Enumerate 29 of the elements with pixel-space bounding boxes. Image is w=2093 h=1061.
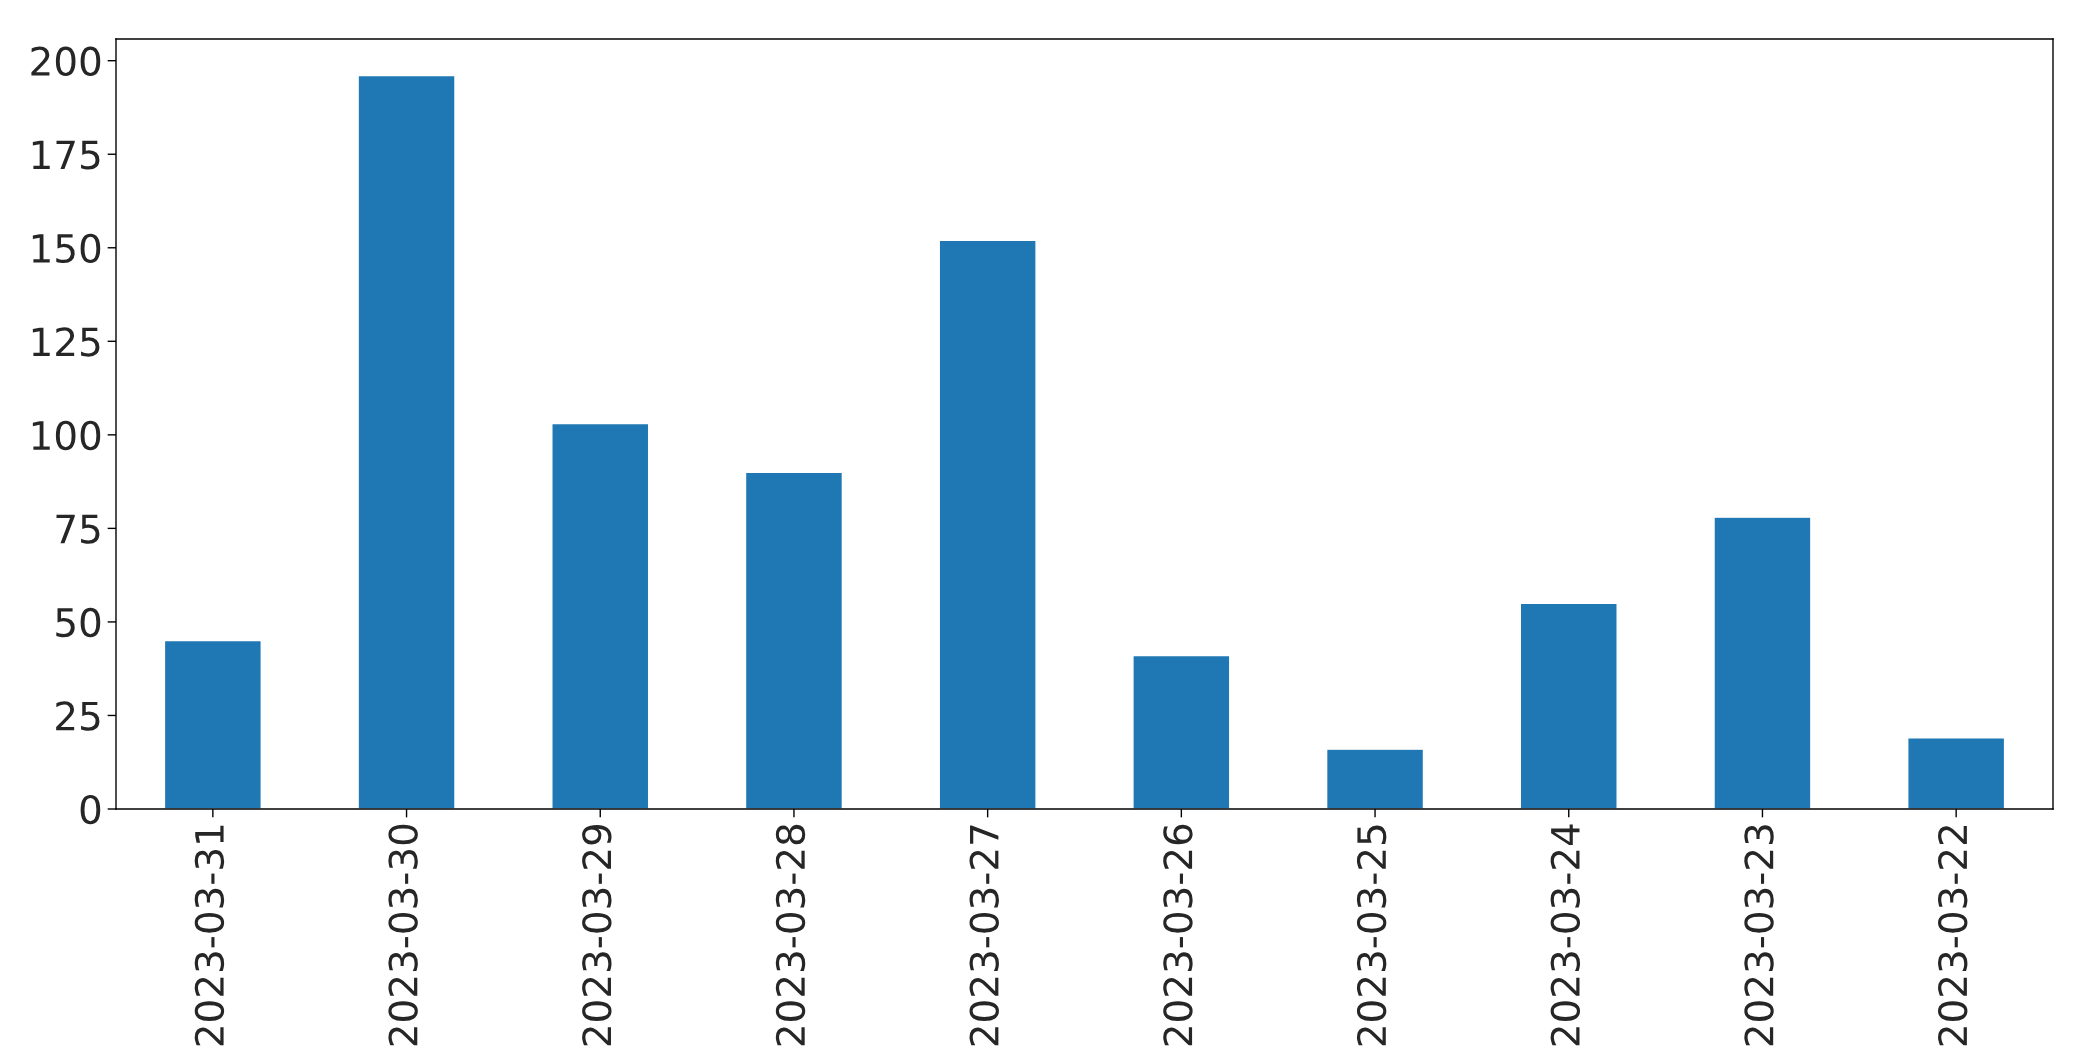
x-tick-label: 2023-03-28 (775, 824, 806, 1046)
bar (938, 239, 1037, 809)
y-tick-label: 150 (32, 233, 101, 264)
bar (1325, 748, 1425, 809)
x-tick-label: 2023-03-22 (1938, 826, 1968, 1046)
x-tick-label: 2023-03-29 (582, 824, 612, 1046)
x-tick-label: 2023-03-23 (1744, 825, 1774, 1046)
y-tick-label: 0 (80, 794, 101, 825)
bar (357, 74, 456, 809)
bar (1519, 602, 1618, 809)
x-tick-label: 2023-03-30 (388, 824, 418, 1046)
x-tick-label: 2023-03-31 (194, 825, 225, 1046)
y-tick-label: 125 (32, 327, 100, 357)
y-tick-label: 200 (31, 46, 101, 77)
bar (1713, 516, 1812, 809)
bar (1132, 654, 1231, 809)
bar (1907, 737, 2006, 809)
x-tick-label: 2023-03-26 (1163, 824, 1193, 1046)
x-tick-label: 2023-03-25 (1356, 825, 1387, 1046)
x-tick-label: 2023-03-27 (969, 825, 999, 1046)
y-tick-label: 75 (56, 514, 100, 544)
y-tick-label: 100 (32, 420, 101, 451)
y-tick-label: 175 (32, 140, 100, 170)
bar (551, 422, 650, 809)
bar (744, 471, 844, 809)
y-tick-label: 50 (56, 607, 101, 638)
x-tick-label: 2023-03-24 (1550, 824, 1581, 1046)
bar (163, 639, 262, 809)
y-tick-label: 25 (56, 701, 100, 731)
